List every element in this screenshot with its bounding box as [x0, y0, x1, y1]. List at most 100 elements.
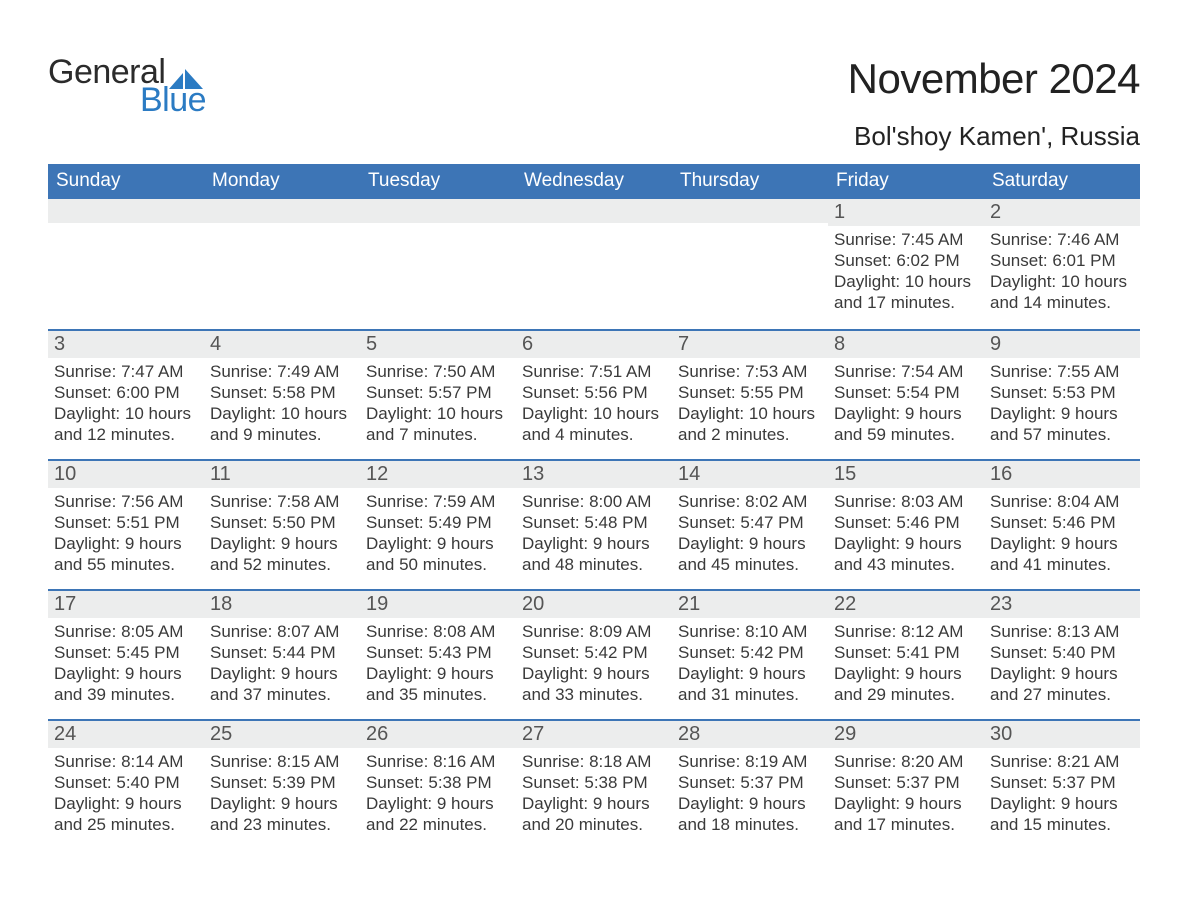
day-number: 24 [48, 721, 204, 748]
calendar-cell: 13Sunrise: 8:00 AMSunset: 5:48 PMDayligh… [516, 461, 672, 589]
calendar: Sunday Monday Tuesday Wednesday Thursday… [48, 164, 1140, 849]
sunrise-text: Sunrise: 7:50 AM [366, 362, 510, 383]
day-number: 3 [48, 331, 204, 358]
calendar-cell: 10Sunrise: 7:56 AMSunset: 5:51 PMDayligh… [48, 461, 204, 589]
sunset-text: Sunset: 5:37 PM [990, 773, 1134, 794]
day-number: 14 [672, 461, 828, 488]
sunrise-text: Sunrise: 8:00 AM [522, 492, 666, 513]
daylight-text: Daylight: 10 hours and 7 minutes. [366, 404, 510, 445]
daylight-text: Daylight: 9 hours and 23 minutes. [210, 794, 354, 835]
sunset-text: Sunset: 5:54 PM [834, 383, 978, 404]
calendar-cell: 2 Sunrise: 7:46 AMSunset: 6:01 PMDaylight… [984, 199, 1140, 329]
calendar-cell: 7Sunrise: 7:53 AMSunset: 5:55 PMDaylight… [672, 331, 828, 459]
daylight-text: Daylight: 9 hours and 43 minutes. [834, 534, 978, 575]
sunset-text: Sunset: 5:38 PM [522, 773, 666, 794]
sunset-text: Sunset: 5:37 PM [678, 773, 822, 794]
daylight-text: Daylight: 9 hours and 29 minutes. [834, 664, 978, 705]
sunset-text: Sunset: 5:56 PM [522, 383, 666, 404]
daylight-text: Daylight: 9 hours and 37 minutes. [210, 664, 354, 705]
calendar-cell: 9Sunrise: 7:55 AMSunset: 5:53 PMDaylight… [984, 331, 1140, 459]
day-number: 18 [204, 591, 360, 618]
calendar-week: 17Sunrise: 8:05 AMSunset: 5:45 PMDayligh… [48, 589, 1140, 719]
daylight-text: Daylight: 9 hours and 52 minutes. [210, 534, 354, 575]
sunrise-text: Sunrise: 8:15 AM [210, 752, 354, 773]
weekday-header: Sunday [48, 164, 204, 199]
sunset-text: Sunset: 5:50 PM [210, 513, 354, 534]
weekday-header: Saturday [984, 164, 1140, 199]
daylight-text: Daylight: 9 hours and 25 minutes. [54, 794, 198, 835]
calendar-cell: 30Sunrise: 8:21 AMSunset: 5:37 PMDayligh… [984, 721, 1140, 849]
daylight-text: Daylight: 10 hours and 4 minutes. [522, 404, 666, 445]
sunset-text: Sunset: 5:48 PM [522, 513, 666, 534]
calendar-cell: 25Sunrise: 8:15 AMSunset: 5:39 PMDayligh… [204, 721, 360, 849]
sunrise-text: Sunrise: 7:58 AM [210, 492, 354, 513]
sunrise-text: Sunrise: 8:19 AM [678, 752, 822, 773]
header: General Blue November 2024 Bol'shoy Kame… [48, 55, 1140, 152]
calendar-cell [672, 199, 828, 329]
calendar-cell: 17Sunrise: 8:05 AMSunset: 5:45 PMDayligh… [48, 591, 204, 719]
calendar-week: 3 Sunrise: 7:47 AMSunset: 6:00 PM Daylight… [48, 329, 1140, 459]
calendar-cell: 11 Sunrise: 7:58 AMSunset: 5:50 PMDayligh… [204, 461, 360, 589]
day-number: 26 [360, 721, 516, 748]
brand-logo: General Blue [48, 55, 206, 117]
day-number [672, 199, 828, 223]
sunrise-text: Sunrise: 7:47 AM [54, 362, 198, 383]
daylight-text: Daylight: 9 hours and 17 minutes. [834, 794, 978, 835]
day-number: 22 [828, 591, 984, 618]
calendar-cell: 20Sunrise: 8:09 AMSunset: 5:42 PMDayligh… [516, 591, 672, 719]
day-number: 25 [204, 721, 360, 748]
calendar-cell [516, 199, 672, 329]
sunset-text: Sunset: 5:55 PM [678, 383, 822, 404]
sunrise-text: Sunrise: 8:04 AM [990, 492, 1134, 513]
sunrise-text: Sunrise: 8:03 AM [834, 492, 978, 513]
calendar-week: 10Sunrise: 7:56 AMSunset: 5:51 PMDayligh… [48, 459, 1140, 589]
calendar-cell: 21Sunrise: 8:10 AMSunset: 5:42 PMDayligh… [672, 591, 828, 719]
calendar-cell: 18Sunrise: 8:07 AMSunset: 5:44 PMDayligh… [204, 591, 360, 719]
sunrise-text: Sunrise: 7:53 AM [678, 362, 822, 383]
sunrise-text: Sunrise: 8:14 AM [54, 752, 198, 773]
sunset-text: Sunset: 5:43 PM [366, 643, 510, 664]
sunset-text: Sunset: 6:02 PM [834, 251, 978, 272]
calendar-cell: 4Sunrise: 7:49 AMSunset: 5:58 PMDaylight… [204, 331, 360, 459]
sunrise-text: Sunrise: 8:05 AM [54, 622, 198, 643]
day-number: 16 [984, 461, 1140, 488]
day-number: 11 [204, 461, 360, 488]
calendar-week: 1Sunrise: 7:45 AMSunset: 6:02 PMDaylight… [48, 199, 1140, 329]
weeks-container: 1Sunrise: 7:45 AMSunset: 6:02 PMDaylight… [48, 199, 1140, 849]
calendar-cell: 26Sunrise: 8:16 AMSunset: 5:38 PMDayligh… [360, 721, 516, 849]
day-number: 2 [984, 199, 1140, 226]
daylight-text: Daylight: 10 hours and 9 minutes. [210, 404, 354, 445]
sunset-text: Sunset: 5:41 PM [834, 643, 978, 664]
daylight-text: Daylight: 9 hours and 33 minutes. [522, 664, 666, 705]
sunrise-text: Sunrise: 7:46 AM [990, 230, 1134, 251]
day-number: 13 [516, 461, 672, 488]
daylight-text: Daylight: 9 hours and 20 minutes. [522, 794, 666, 835]
sunset-text: Sunset: 5:53 PM [990, 383, 1134, 404]
calendar-cell [360, 199, 516, 329]
weekday-header: Monday [204, 164, 360, 199]
sunrise-text: Sunrise: 8:16 AM [366, 752, 510, 773]
daylight-text: Daylight: 9 hours and 27 minutes. [990, 664, 1134, 705]
daylight-text: Daylight: 10 hours and 17 minutes. [834, 272, 978, 313]
weekday-header: Wednesday [516, 164, 672, 199]
sunrise-text: Sunrise: 8:08 AM [366, 622, 510, 643]
calendar-cell: 27Sunrise: 8:18 AMSunset: 5:38 PMDayligh… [516, 721, 672, 849]
sunrise-text: Sunrise: 8:07 AM [210, 622, 354, 643]
sunrise-text: Sunrise: 8:13 AM [990, 622, 1134, 643]
calendar-cell [204, 199, 360, 329]
daylight-text: Daylight: 10 hours and 14 minutes. [990, 272, 1134, 313]
sunrise-text: Sunrise: 8:02 AM [678, 492, 822, 513]
sunset-text: Sunset: 5:51 PM [54, 513, 198, 534]
location-label: Bol'shoy Kamen', Russia [848, 121, 1140, 152]
day-number: 9 [984, 331, 1140, 358]
sunset-text: Sunset: 6:00 PM [54, 383, 198, 404]
sunset-text: Sunset: 5:49 PM [366, 513, 510, 534]
sunset-text: Sunset: 5:42 PM [522, 643, 666, 664]
day-number: 21 [672, 591, 828, 618]
daylight-text: Daylight: 9 hours and 45 minutes. [678, 534, 822, 575]
sunset-text: Sunset: 5:57 PM [366, 383, 510, 404]
sunset-text: Sunset: 5:37 PM [834, 773, 978, 794]
day-number: 23 [984, 591, 1140, 618]
sunset-text: Sunset: 6:01 PM [990, 251, 1134, 272]
calendar-cell: 5Sunrise: 7:50 AMSunset: 5:57 PMDaylight… [360, 331, 516, 459]
